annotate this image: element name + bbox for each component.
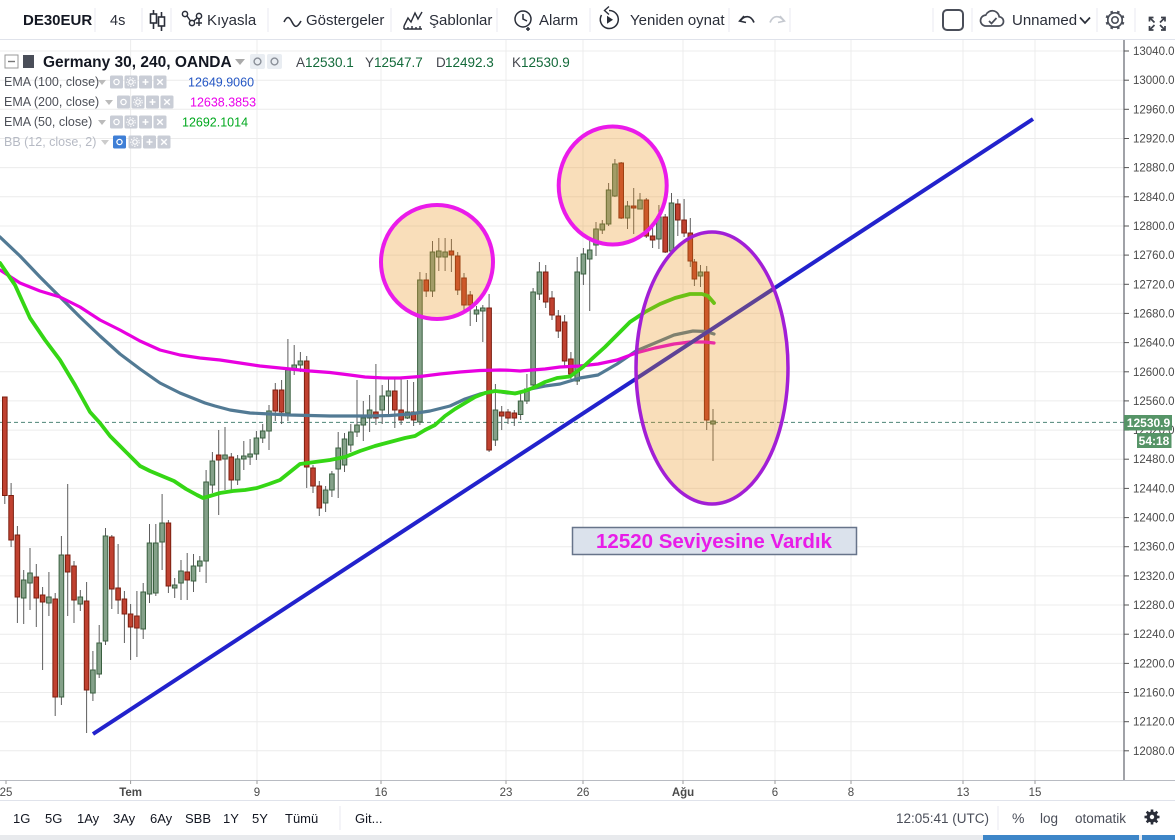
svg-text:12960.0: 12960.0 [1133,104,1175,116]
svg-text:12400.0: 12400.0 [1133,513,1175,525]
svg-text:54:18: 54:18 [1139,434,1170,448]
svg-text:15: 15 [1029,787,1042,799]
svg-text:12720.0: 12720.0 [1133,279,1175,291]
svg-text:Tümü: Tümü [285,811,318,826]
svg-text:12600.0: 12600.0 [1133,367,1175,379]
svg-text:log: log [1040,811,1058,826]
svg-text:Ağu: Ağu [672,787,694,799]
svg-text:A: A [296,55,305,70]
svg-text:12160.0: 12160.0 [1133,688,1175,700]
svg-text:6Ay: 6Ay [150,811,173,826]
svg-text:26: 26 [577,787,590,799]
svg-text:16: 16 [375,787,388,799]
svg-text:SBB: SBB [185,811,211,826]
svg-text:Alarm: Alarm [539,12,578,29]
svg-text:EMA (200, close): EMA (200, close) [4,95,99,109]
svg-text:Germany 30, 240, OANDA: Germany 30, 240, OANDA [43,54,232,71]
svg-text:13: 13 [957,787,970,799]
svg-text:12560.0: 12560.0 [1133,396,1175,408]
svg-text:D: D [436,55,446,70]
svg-text:23: 23 [500,787,513,799]
svg-text:1Ay: 1Ay [77,811,100,826]
svg-text:12760.0: 12760.0 [1133,250,1175,262]
svg-text:BB (12, close, 2): BB (12, close, 2) [4,135,96,149]
svg-text:Yeniden oynat: Yeniden oynat [630,12,725,29]
svg-text:12880.0: 12880.0 [1133,163,1175,175]
svg-text:12800.0: 12800.0 [1133,221,1175,233]
svg-text:%: % [1012,810,1024,826]
svg-text:12492.3: 12492.3 [445,55,494,70]
svg-text:1Y: 1Y [223,811,239,826]
svg-text:12280.0: 12280.0 [1133,600,1175,612]
svg-text:12547.7: 12547.7 [374,55,423,70]
svg-text:12920.0: 12920.0 [1133,134,1175,146]
svg-text:DE30EUR: DE30EUR [23,12,92,29]
svg-text:3Ay: 3Ay [113,811,136,826]
svg-text:12530.1: 12530.1 [305,55,354,70]
svg-text:Y: Y [365,55,374,70]
svg-text:EMA (100, close): EMA (100, close) [4,75,99,89]
svg-text:12360.0: 12360.0 [1133,542,1175,554]
svg-text:Göstergeler: Göstergeler [306,12,384,29]
svg-text:12640.0: 12640.0 [1133,338,1175,350]
svg-text:12680.0: 12680.0 [1133,308,1175,320]
svg-text:9: 9 [254,787,260,799]
svg-text:8: 8 [848,787,854,799]
svg-text:13040.0: 13040.0 [1133,46,1175,58]
svg-text:Kıyasla: Kıyasla [207,12,257,29]
svg-text:12649.9060: 12649.9060 [188,76,254,90]
svg-text:EMA (50, close): EMA (50, close) [4,115,92,129]
svg-text:13000.0: 13000.0 [1133,75,1175,87]
svg-text:1G: 1G [13,811,30,826]
svg-text:5Y: 5Y [252,811,268,826]
svg-text:6: 6 [772,787,778,799]
svg-text:12120.0: 12120.0 [1133,717,1175,729]
svg-text:Şablonlar: Şablonlar [429,12,492,29]
svg-text:12200.0: 12200.0 [1133,658,1175,670]
svg-text:12530.9: 12530.9 [1127,416,1171,430]
svg-text:12240.0: 12240.0 [1133,629,1175,641]
svg-text:12840.0: 12840.0 [1133,192,1175,204]
svg-text:12530.9: 12530.9 [521,55,570,70]
svg-text:4s: 4s [110,13,125,29]
svg-text:12320.0: 12320.0 [1133,571,1175,583]
svg-text:Tem: Tem [119,787,142,799]
svg-text:5G: 5G [45,811,62,826]
svg-text:otomatik: otomatik [1075,811,1126,826]
svg-text:12480.0: 12480.0 [1133,454,1175,466]
svg-text:12692.1014: 12692.1014 [182,116,248,130]
svg-text:Unnamed: Unnamed [1012,12,1077,29]
svg-text:25: 25 [0,787,12,799]
svg-text:12:05:41 (UTC): 12:05:41 (UTC) [896,811,989,826]
svg-text:12080.0: 12080.0 [1133,746,1175,758]
svg-text:12440.0: 12440.0 [1133,483,1175,495]
svg-text:K: K [512,55,521,70]
svg-text:12638.3853: 12638.3853 [190,96,256,110]
svg-text:Git...: Git... [355,811,382,826]
svg-text:12520 Seviyesine Vardık: 12520 Seviyesine Vardık [596,530,833,553]
